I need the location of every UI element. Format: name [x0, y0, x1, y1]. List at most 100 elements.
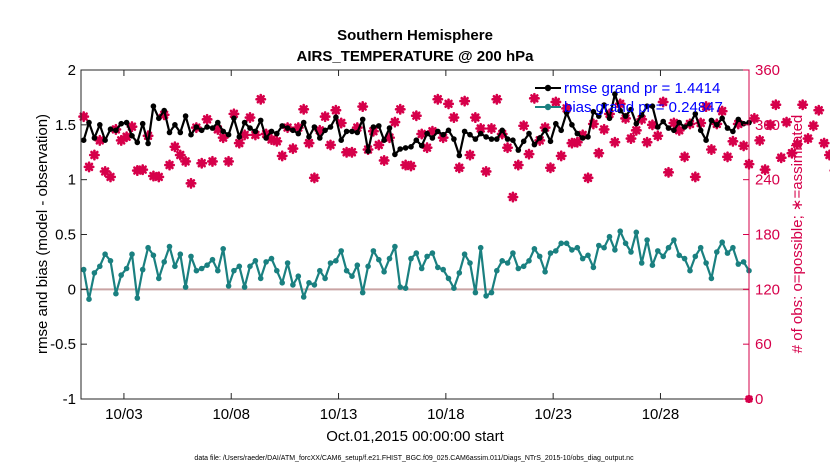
bias-point [719, 239, 725, 245]
bias-point [107, 258, 114, 264]
obs-assimilated-point [823, 149, 830, 161]
rmse-point [349, 128, 355, 135]
x-axis: 10/03 10/08 10/13 10/18 10/23 10/28 [105, 70, 679, 423]
obs-assimilated-point [292, 122, 304, 134]
bias-point [542, 269, 548, 275]
obs-assimilated-point [775, 152, 787, 164]
bias-point [231, 267, 237, 274]
bias-point [644, 237, 650, 243]
y2-tick-label: 240 [755, 172, 780, 189]
rmse-point [644, 103, 650, 109]
obs-assimilated-point [614, 98, 626, 110]
rmse-point [161, 107, 167, 114]
obs-assimilated-point [759, 164, 771, 176]
obs-assimilated-point [646, 119, 658, 131]
obs-assimilated-point [571, 136, 583, 148]
bias-point [359, 289, 366, 296]
obs-assimilated-point [228, 108, 240, 120]
bias-point [322, 275, 328, 282]
obs-assimilated-point [147, 170, 159, 182]
bias-point [536, 253, 543, 260]
bias-point [520, 263, 527, 270]
bias-point [735, 261, 742, 267]
rmse-point [730, 128, 736, 135]
bias-point [113, 290, 119, 297]
bias-point [402, 285, 409, 292]
legend-rmse-label: rmse grand pr = 1.4414 [564, 80, 720, 97]
obs-assimilated-point [496, 128, 508, 140]
rmse-point [241, 119, 248, 126]
bias-point [376, 256, 382, 263]
x-tick-label: 10/28 [642, 406, 680, 423]
data-file-footnote: data file: /Users/raeder/DAI/ATM_forcXX/… [194, 455, 634, 462]
rmse-point [333, 114, 339, 120]
bias-point [649, 262, 656, 269]
y-tick-label: 2 [68, 62, 76, 79]
obs-assimilated-point [818, 137, 830, 149]
y-tick-label: 0.5 [55, 227, 76, 244]
rmse-point [274, 130, 280, 137]
bias-point [311, 282, 318, 288]
rmse-point [612, 91, 618, 97]
y2-tick-label: 0 [755, 391, 763, 408]
rmse-point [215, 119, 221, 126]
bias-point [488, 289, 495, 296]
bias-point [461, 251, 468, 257]
rmse-point [284, 125, 291, 131]
bias-point [424, 253, 430, 260]
bias-point [622, 240, 629, 247]
rmse-point [257, 117, 264, 124]
rmse-point [590, 108, 597, 115]
bias-point [295, 273, 302, 280]
bias-point [730, 244, 736, 251]
obs-assimilated-point [754, 134, 766, 146]
obs-assimilated-point [314, 124, 326, 136]
bias-point [633, 229, 640, 236]
obs-assimilated-point [212, 123, 224, 135]
rmse-point [134, 139, 141, 146]
obs-assimilated-point [78, 111, 90, 123]
rmse-point [118, 120, 124, 127]
rmse-point [472, 136, 479, 142]
obs-assimilated-point [732, 118, 744, 130]
rmse-point [553, 120, 559, 127]
rmse-point [435, 128, 441, 135]
bias-point [456, 270, 463, 276]
obs-assimilated-point [115, 134, 127, 146]
obs-assimilated-point [544, 162, 556, 174]
obs-assimilated-point [335, 117, 347, 129]
obs-assimilated-point [164, 159, 176, 171]
rmse-point [542, 127, 548, 134]
obs-assimilated-point [668, 117, 680, 129]
obs-assimilated-point [491, 93, 503, 105]
x-axis-label: Oct.01,2015 00:00:00 start [326, 428, 504, 445]
bias-point [386, 255, 393, 262]
chart-title-line-1: Southern Hemisphere [337, 27, 493, 44]
rmse-point [386, 125, 393, 131]
rmse-point [526, 130, 532, 137]
bias-point [579, 255, 586, 262]
bias-point [274, 267, 280, 274]
bias-point [638, 260, 645, 266]
bias-point [91, 270, 98, 276]
obs-assimilated-point [791, 138, 803, 150]
obs-assimilated-point [223, 155, 235, 167]
bias-point [408, 255, 414, 262]
obs-assimilated-point [448, 112, 460, 124]
rmse-point [708, 117, 715, 124]
bias-point [429, 250, 436, 256]
rmse-point [209, 125, 216, 131]
obs-assimilated-point [738, 140, 750, 152]
rmse-point [381, 137, 387, 143]
bias-point [209, 256, 216, 263]
y-tick-label: -1 [63, 391, 76, 408]
rmse-point [660, 118, 666, 125]
bias-point [596, 242, 602, 249]
bias-point [370, 248, 377, 254]
obs-assimilated-point [673, 124, 685, 136]
bias-point [397, 284, 404, 290]
rmse-point [735, 116, 742, 123]
obs-assimilated-point [153, 171, 165, 183]
obs-assimilated-point [239, 129, 251, 141]
obs-assimilated-point [716, 105, 728, 117]
